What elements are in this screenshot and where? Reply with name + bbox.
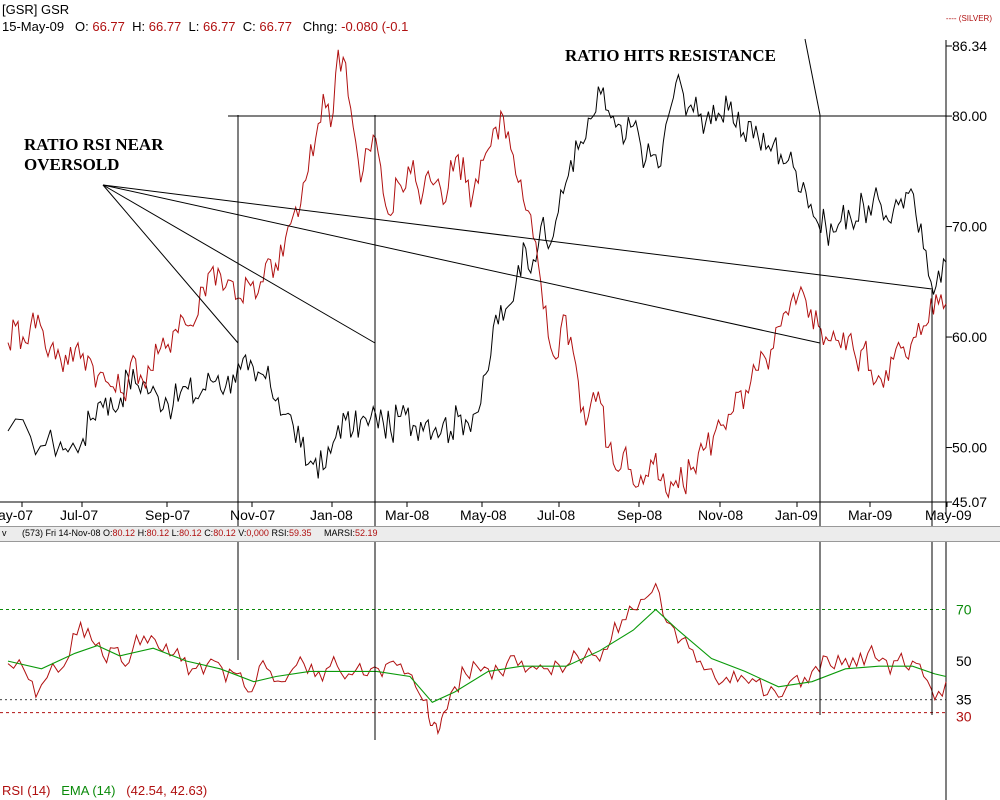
price-x-tick-label: ay-07 [0,507,33,523]
resistance-note: RATIO HITS RESISTANCE [565,46,776,65]
price-x-tick-label: Mar-08 [385,507,430,523]
chart-header: [GSR] GSR 15-May-09 O: 66.77 H: 66.77 L:… [0,0,1000,40]
info-bar: v (573) Fri 14-Nov-08 O:80.12 H:80.12 L:… [0,526,1000,542]
date-text: 15-May-09 [2,19,65,34]
ema-footer-label: EMA (14) [61,783,116,798]
low-value: 66.77 [203,19,236,34]
symbol-text: [GSR] GSR [2,2,70,17]
price-x-tick-label: Nov-07 [230,507,275,523]
silver-line [7,49,947,499]
rsi-footer-values: (42.54, 42.63) [126,783,208,798]
price-x-tick-label: Sep-07 [145,507,190,523]
price-y-tick-label: 80.00 [952,108,987,124]
price-y-tick-label: 70.00 [952,219,987,235]
price-y-tick-label: 45.07 [952,494,987,510]
rsi-y-tick-label: 35 [956,692,972,708]
rsi-line [7,582,947,736]
price-y-tick-label: 60.00 [952,329,987,345]
price-x-tick-label: May-09 [925,507,972,523]
info-bar-close: 80.12 [213,528,236,538]
annotation-line [102,184,821,344]
change-value: -0.080 (-0.1 [341,19,409,34]
high-label: H: [132,19,146,34]
price-x-tick-label: Sep-08 [617,507,662,523]
annotation-line [804,38,821,116]
info-bar-volume: 0,000 [246,528,269,538]
price-x-tick-label: May-08 [460,507,507,523]
info-bar-llabel: L: [171,528,180,538]
open-label: O: [74,19,89,34]
price-x-tick-label: Nov-08 [698,507,743,523]
info-bar-barinfo: (573) Fri 14-Nov-08 O: [22,528,113,538]
info-bar-open: 80.12 [112,528,136,538]
close-value: 66.77 [259,19,292,34]
rsi-y-tick-label: 50 [956,653,972,669]
silver-legend: ---- (SILVER) [945,14,992,23]
price-x-tick-label: Mar-09 [848,507,893,523]
rsi-footer: RSI (14) EMA (14) (42.54, 42.63) [2,783,207,798]
high-value: 66.77 [148,19,182,34]
annotation-line [102,184,239,344]
annotation-lines [102,38,933,740]
info-bar-clabel: C: [204,528,214,538]
price-x-tick-label: Jul-07 [60,507,98,523]
rsi-note-line1: RATIO RSI NEAR [24,135,164,154]
annotation-line [102,184,933,290]
price-y-tick-label: 50.00 [952,440,987,456]
ohlc-readout: 15-May-09 O: 66.77 H: 66.77 L: 66.77 C: … [2,19,408,34]
info-bar-bar: (573) Fri 14-Nov-08 O:80.12 H:80.12 L:80… [22,528,378,538]
price-x-tick-label: Jul-08 [537,507,575,523]
info-bar-rsi: 59.35 [288,528,312,538]
rsi-y-tick-label: 30 [956,709,972,725]
info-bar-rsilabel: RSI: [271,528,289,538]
info-bar-marsilabel: MARSI: [324,528,356,538]
rsi-y-tick-label: 70 [956,601,972,617]
rsi-note-line2: OVERSOLD [24,155,119,174]
price-x-tick-label: Jan-09 [775,507,818,523]
ema-line [7,608,947,703]
info-bar-high: 80.12 [146,528,170,538]
open-value: 66.77 [92,19,125,34]
close-label: C: [242,19,256,34]
annotation-line [102,184,376,344]
info-bar-hlabel: H: [137,528,147,538]
gsr-ratio-line [7,72,947,479]
info-bar-low: 80.12 [179,528,202,538]
change-label: Chng: [302,19,338,34]
price-panel: 86.34 80.00 70.00 60.00 50.00 45.07 ay-07 Jul-0… [0,38,987,523]
rsi-footer-label: RSI (14) [2,783,51,798]
price-x-tick-label: Jan-08 [310,507,353,523]
symbol-label: [GSR] GSR [2,2,69,17]
low-label: L: [188,19,200,34]
info-bar-arrow[interactable]: v [2,528,7,538]
info-bar-vlabel: V: [238,528,247,538]
price-y-tick-label: 86.34 [952,38,987,54]
info-bar-marsi: 52.19 [355,528,378,538]
